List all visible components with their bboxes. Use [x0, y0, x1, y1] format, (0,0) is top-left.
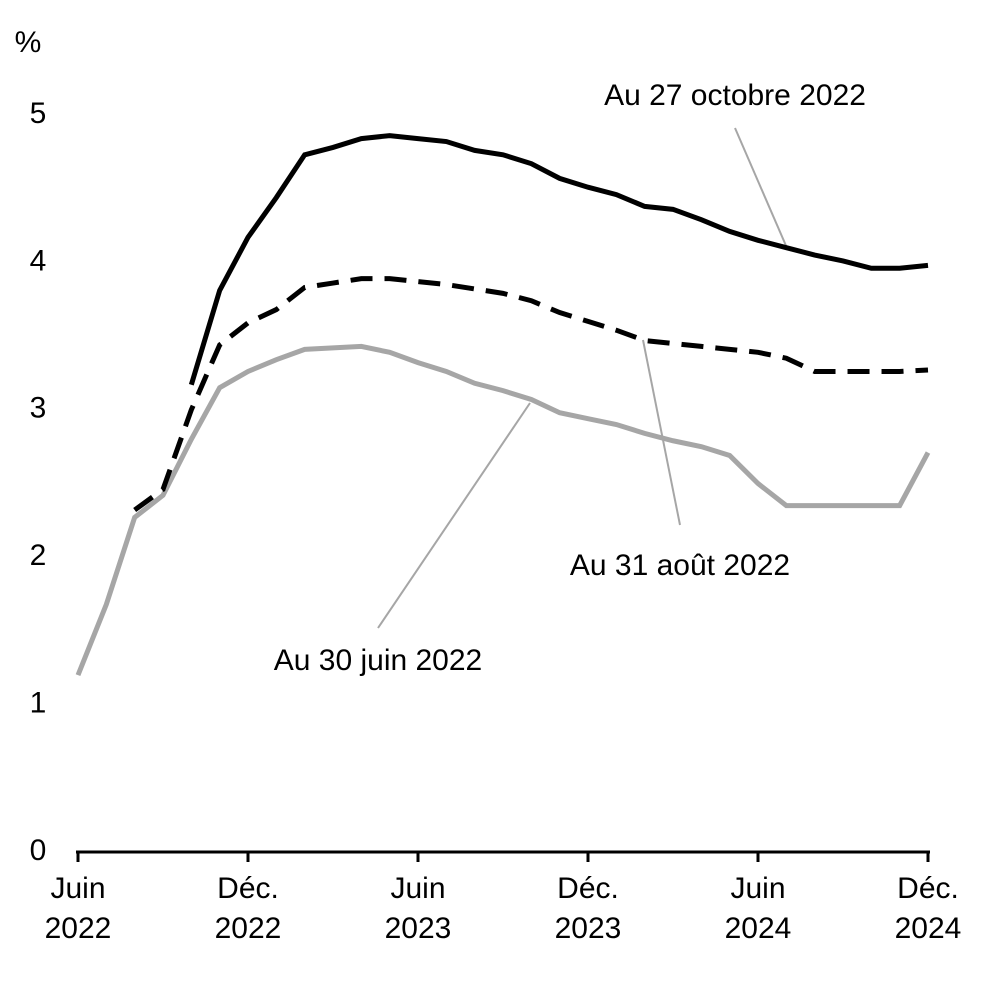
series-label: Au 31 août 2022 — [570, 549, 790, 582]
series-label: Au 30 juin 2022 — [274, 644, 483, 677]
series-label: Au 27 octobre 2022 — [604, 79, 866, 112]
x-tick-label: Juin 2023 — [385, 872, 452, 945]
y-axis-label: % — [15, 26, 42, 59]
series-line — [188, 133, 929, 386]
series-line — [75, 343, 931, 677]
x-tick-label: Déc. 2023 — [555, 872, 622, 945]
leader-line — [642, 339, 681, 526]
series-line — [133, 276, 929, 513]
x-tick-label: Déc. 2022 — [215, 872, 282, 945]
y-tick-label: 0 — [30, 834, 47, 867]
leader-line — [377, 402, 531, 629]
y-tick-label: 1 — [30, 687, 47, 720]
x-tick-label: Juin 2024 — [725, 872, 792, 945]
y-tick-label: 2 — [30, 539, 47, 572]
x-tick-label: Déc. 2024 — [895, 872, 962, 945]
x-tick-label: Juin 2022 — [45, 872, 112, 945]
y-tick-label: 3 — [30, 392, 47, 425]
y-tick-label: 4 — [30, 244, 47, 277]
leader-line — [734, 127, 788, 249]
y-tick-label: 5 — [30, 97, 47, 130]
